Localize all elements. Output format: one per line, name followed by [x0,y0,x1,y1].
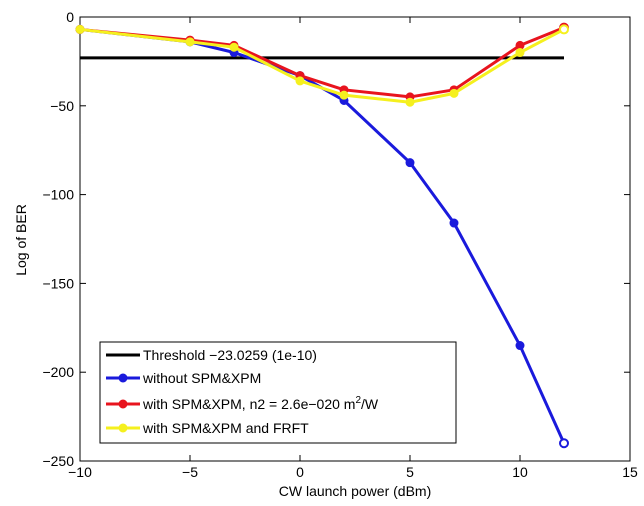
series-0-point [515,341,525,351]
legend-label-with-tail: /W [361,396,379,412]
x-tick-label: 5 [406,464,414,480]
series-0-point [559,438,569,449]
x-tick-label: 15 [622,464,638,480]
series-2-point [515,48,525,58]
y-axis-ticks: 0 −50 −100 −150 −200 −250 [42,9,630,469]
legend-label-threshold: Threshold −23.0259 (1e-10) [143,347,317,363]
series-0-point [449,218,459,228]
y-tick-label: −200 [42,364,74,380]
y-tick-label: 0 [66,9,74,25]
series-2-point [449,88,459,98]
y-axis-label: Log of BER [13,204,29,276]
legend-box [99,341,457,444]
series-2-point [185,37,195,47]
legend-label-frft: with SPM&XPM and FRFT [142,420,309,436]
series-2-point [295,76,305,86]
series-2-point [559,24,569,35]
x-tick-label: −5 [182,464,198,480]
series-2-point [75,24,85,34]
legend-label-with-sup: 2 [355,395,361,406]
legend-marker-without [118,373,128,383]
legend: Threshold −23.0259 (1e-10) without SPM&X… [99,341,457,444]
legend-label-without: without SPM&XPM [142,370,261,386]
x-tick-label: −10 [68,464,92,480]
y-tick-label: −50 [50,98,74,114]
x-axis-ticks: −10 −5 0 5 10 15 [68,17,638,480]
x-axis-label: CW launch power (dBm) [279,483,432,499]
series-layer [75,22,569,449]
y-tick-label: −100 [42,187,74,203]
series-0-point [405,158,415,168]
x-tick-label: 0 [296,464,304,480]
legend-label-with-main: with SPM&XPM, n2 = 2.6e−020 m [142,396,355,412]
series-2-point [229,42,239,52]
series-2-point [405,97,415,107]
legend-marker-frft [118,423,128,433]
y-tick-label: −150 [42,275,74,291]
series-2-point [339,90,349,100]
y-tick-label: −250 [42,453,74,469]
legend-marker-with [118,399,128,409]
legend-label-with: with SPM&XPM, n2 = 2.6e−020 m2/W [142,395,379,412]
x-tick-label: 10 [512,464,528,480]
